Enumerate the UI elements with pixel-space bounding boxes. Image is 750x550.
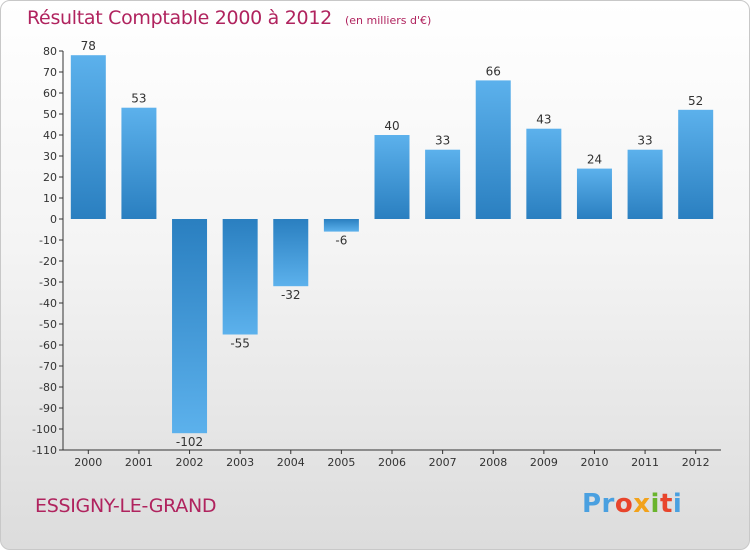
data-label: 66 [486, 64, 501, 78]
data-label: 78 [81, 39, 96, 53]
x-tick-label: 2009 [530, 456, 558, 469]
logo-part: x [633, 489, 651, 519]
data-label: 52 [688, 94, 703, 108]
bar [627, 149, 663, 219]
y-tick-label: 80 [43, 45, 57, 58]
y-tick-label: -100 [32, 423, 57, 436]
y-tick-label: -30 [39, 276, 57, 289]
x-tick-label: 2001 [125, 456, 153, 469]
bar [222, 219, 258, 335]
bar [526, 128, 562, 219]
data-label: -102 [176, 435, 203, 449]
logo-part: t [659, 489, 673, 519]
bar [70, 55, 106, 220]
x-tick-label: 2004 [277, 456, 305, 469]
x-tick-label: 2003 [226, 456, 254, 469]
chart-title: Résultat Comptable 2000 à 2012 [27, 7, 332, 29]
bar [425, 149, 461, 219]
data-label: -32 [281, 288, 301, 302]
data-label: 24 [587, 153, 602, 167]
y-tick-label: -20 [39, 255, 57, 268]
data-label: 43 [536, 113, 551, 127]
y-tick-label: 60 [43, 87, 57, 100]
bar [374, 135, 410, 219]
chart-title-block: Résultat Comptable 2000 à 2012 (en milli… [27, 7, 431, 29]
data-label: 33 [435, 134, 450, 148]
commune-name: ESSIGNY-LE-GRAND [35, 495, 217, 517]
data-label: 40 [384, 119, 399, 133]
data-label: 53 [131, 92, 146, 106]
x-tick-label: 2011 [631, 456, 659, 469]
logo-part: i [672, 489, 683, 519]
bar [475, 80, 511, 220]
y-tick-label: 30 [43, 150, 57, 163]
y-tick-label: 50 [43, 108, 57, 121]
y-tick-label: -70 [39, 360, 57, 373]
y-tick-label: -90 [39, 402, 57, 415]
data-label: 33 [637, 134, 652, 148]
bar [323, 219, 359, 232]
y-tick-label: 10 [43, 192, 57, 205]
data-label: -6 [335, 234, 347, 248]
x-tick-label: 2008 [479, 456, 507, 469]
data-label: -55 [230, 337, 250, 351]
y-tick-label: 70 [43, 66, 57, 79]
bar [172, 219, 208, 434]
y-tick-label: -60 [39, 339, 57, 352]
x-tick-label: 2006 [378, 456, 406, 469]
logo-part: o [614, 489, 634, 519]
x-tick-label: 2000 [74, 456, 102, 469]
bar [121, 107, 157, 219]
x-tick-label: 2007 [429, 456, 457, 469]
logo-part: Pr [582, 489, 615, 519]
bar [678, 109, 714, 219]
y-tick-label: -110 [32, 444, 57, 457]
y-tick-label: -40 [39, 297, 57, 310]
y-tick-label: -80 [39, 381, 57, 394]
x-tick-label: 2010 [580, 456, 608, 469]
bar [576, 168, 612, 219]
x-tick-label: 2012 [682, 456, 710, 469]
y-tick-label: 20 [43, 171, 57, 184]
proxiti-logo: Proxiti [582, 489, 682, 519]
y-tick-label: 40 [43, 129, 57, 142]
x-tick-label: 2005 [327, 456, 355, 469]
bar [273, 219, 309, 287]
chart-subtitle: (en milliers d'€) [344, 14, 432, 27]
y-tick-label: 0 [50, 213, 57, 226]
y-tick-label: -10 [39, 234, 57, 247]
x-tick-label: 2002 [176, 456, 204, 469]
y-tick-label: -50 [39, 318, 57, 331]
logo-part: i [650, 489, 660, 519]
